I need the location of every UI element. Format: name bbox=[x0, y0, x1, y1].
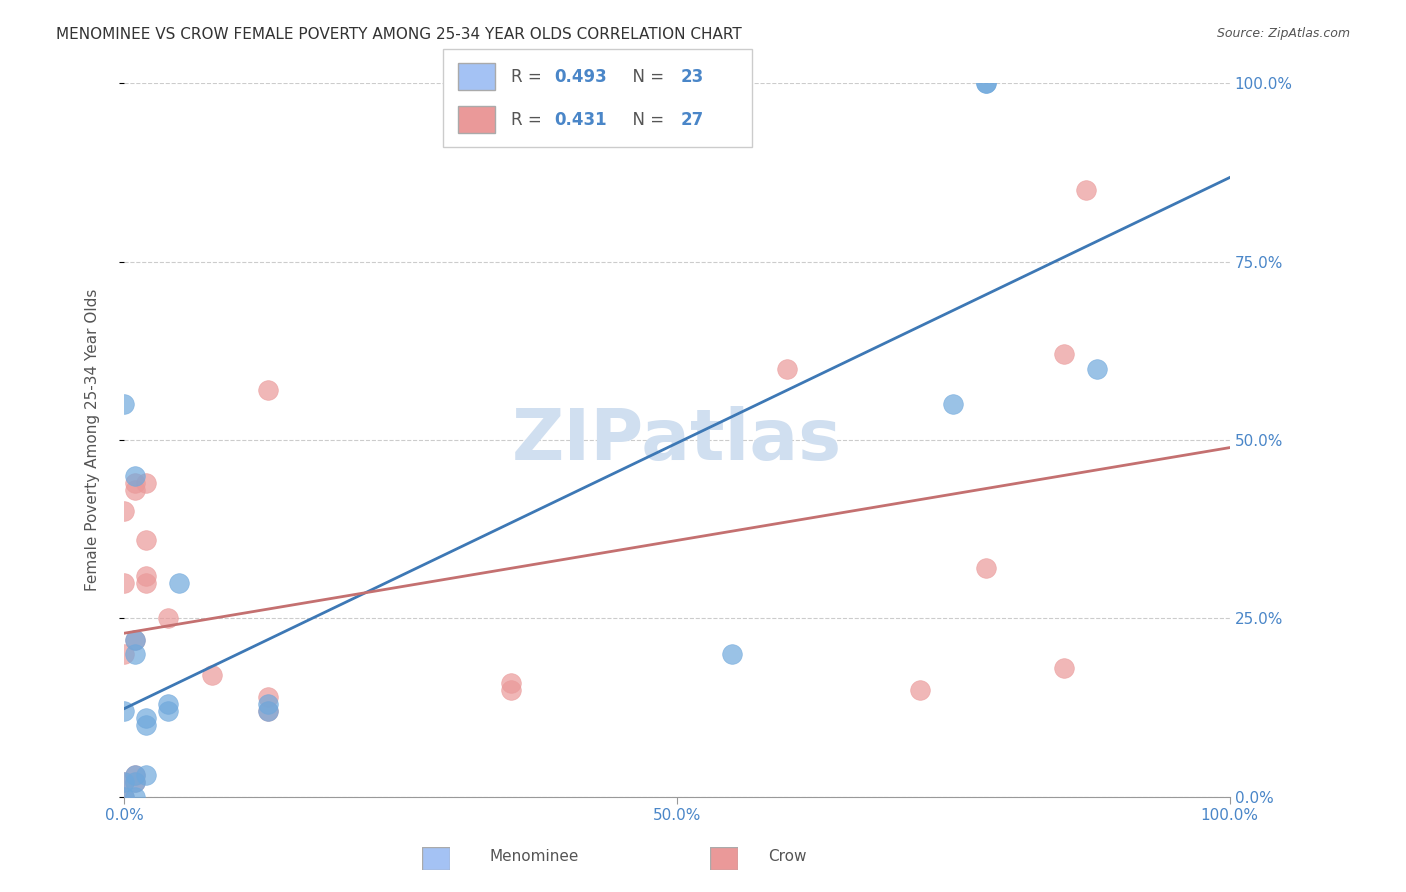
Point bbox=[135, 568, 157, 582]
Text: Menominee: Menominee bbox=[489, 849, 579, 863]
Point bbox=[124, 647, 146, 661]
Text: N =: N = bbox=[623, 111, 669, 128]
Point bbox=[1085, 361, 1108, 376]
Point bbox=[976, 77, 998, 91]
Point bbox=[124, 468, 146, 483]
Point bbox=[124, 775, 146, 789]
Point bbox=[112, 575, 135, 590]
Point bbox=[135, 575, 157, 590]
Point bbox=[112, 504, 135, 518]
Y-axis label: Female Poverty Among 25-34 Year Olds: Female Poverty Among 25-34 Year Olds bbox=[86, 289, 100, 591]
Point bbox=[112, 775, 135, 789]
FancyBboxPatch shape bbox=[422, 847, 450, 870]
Point bbox=[721, 647, 744, 661]
FancyBboxPatch shape bbox=[458, 62, 495, 90]
Text: R =: R = bbox=[510, 111, 547, 128]
Point bbox=[256, 704, 278, 718]
Point bbox=[499, 682, 522, 697]
Point bbox=[1053, 347, 1076, 361]
Point bbox=[256, 383, 278, 397]
Point bbox=[112, 397, 135, 411]
Point bbox=[124, 768, 146, 782]
FancyBboxPatch shape bbox=[443, 49, 752, 147]
Text: N =: N = bbox=[623, 68, 669, 86]
Point bbox=[499, 675, 522, 690]
Point bbox=[1053, 661, 1076, 675]
Text: 23: 23 bbox=[681, 68, 704, 86]
Point bbox=[135, 718, 157, 732]
Point bbox=[256, 697, 278, 711]
Point bbox=[124, 789, 146, 804]
Point bbox=[776, 361, 799, 376]
Text: 0.431: 0.431 bbox=[554, 111, 607, 128]
Point bbox=[135, 768, 157, 782]
Point bbox=[124, 632, 146, 647]
Text: 0.493: 0.493 bbox=[554, 68, 607, 86]
Point bbox=[124, 775, 146, 789]
Point bbox=[135, 711, 157, 725]
FancyBboxPatch shape bbox=[710, 847, 738, 870]
Point bbox=[1074, 183, 1097, 197]
Point bbox=[201, 668, 224, 682]
Point bbox=[256, 690, 278, 704]
Point bbox=[112, 704, 135, 718]
Point bbox=[908, 682, 931, 697]
Point bbox=[157, 697, 180, 711]
Point bbox=[157, 611, 180, 625]
Text: MENOMINEE VS CROW FEMALE POVERTY AMONG 25-34 YEAR OLDS CORRELATION CHART: MENOMINEE VS CROW FEMALE POVERTY AMONG 2… bbox=[56, 27, 742, 42]
Point bbox=[112, 789, 135, 804]
FancyBboxPatch shape bbox=[458, 106, 495, 134]
Text: R =: R = bbox=[510, 68, 547, 86]
Point bbox=[976, 561, 998, 575]
Text: 27: 27 bbox=[681, 111, 704, 128]
Text: ZIPatlas: ZIPatlas bbox=[512, 406, 842, 475]
Point bbox=[124, 475, 146, 490]
Point bbox=[112, 647, 135, 661]
Text: Source: ZipAtlas.com: Source: ZipAtlas.com bbox=[1216, 27, 1350, 40]
Point bbox=[157, 704, 180, 718]
Point bbox=[112, 789, 135, 804]
Point bbox=[124, 632, 146, 647]
Text: Crow: Crow bbox=[768, 849, 807, 863]
Point bbox=[135, 475, 157, 490]
Point bbox=[942, 397, 965, 411]
Point bbox=[167, 575, 190, 590]
Point bbox=[976, 77, 998, 91]
Point bbox=[112, 775, 135, 789]
Point bbox=[135, 533, 157, 547]
Point bbox=[124, 768, 146, 782]
Point bbox=[256, 704, 278, 718]
Point bbox=[124, 483, 146, 497]
